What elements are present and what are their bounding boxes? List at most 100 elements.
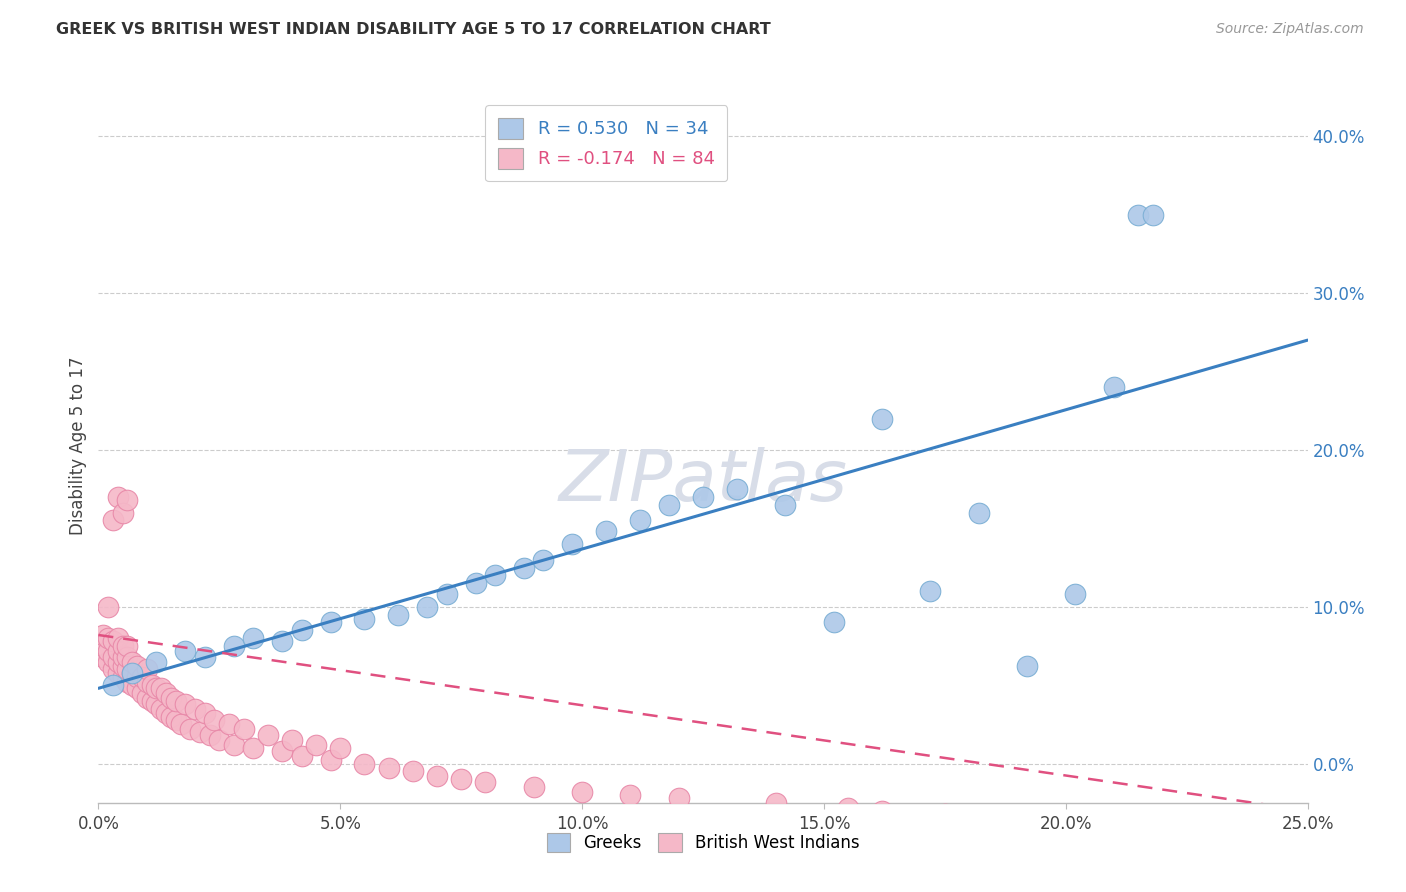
Point <box>135 675 157 690</box>
Point <box>450 772 472 787</box>
Text: Source: ZipAtlas.com: Source: ZipAtlas.com <box>1216 22 1364 37</box>
Point <box>145 681 167 696</box>
Point <box>222 738 245 752</box>
Point <box>145 697 167 711</box>
Y-axis label: Disability Age 5 to 17: Disability Age 5 to 17 <box>69 357 87 535</box>
Point <box>101 678 124 692</box>
Point <box>668 791 690 805</box>
Point <box>198 728 221 742</box>
Point <box>436 587 458 601</box>
Point <box>619 788 641 802</box>
Point <box>184 702 207 716</box>
Point <box>101 514 124 528</box>
Point <box>1064 587 1087 601</box>
Point <box>101 649 124 664</box>
Point <box>281 733 304 747</box>
Point <box>464 576 486 591</box>
Point <box>121 678 143 692</box>
Point <box>571 785 593 799</box>
Point <box>232 722 254 736</box>
Point <box>387 607 409 622</box>
Point <box>111 659 134 673</box>
Point <box>145 655 167 669</box>
Point <box>111 649 134 664</box>
Point <box>242 740 264 755</box>
Point <box>353 756 375 771</box>
Point <box>218 717 240 731</box>
Point <box>160 709 183 723</box>
Point <box>121 665 143 680</box>
Point <box>967 506 990 520</box>
Point <box>561 537 583 551</box>
Point <box>426 769 449 783</box>
Point <box>127 681 149 696</box>
Point <box>91 649 114 664</box>
Point <box>319 754 342 768</box>
Point <box>97 643 120 657</box>
Point <box>837 800 859 814</box>
Point <box>271 634 294 648</box>
Point <box>97 655 120 669</box>
Point <box>107 631 129 645</box>
Point <box>91 628 114 642</box>
Point <box>165 713 187 727</box>
Point <box>242 631 264 645</box>
Point <box>174 643 197 657</box>
Point <box>920 584 942 599</box>
Point <box>131 686 153 700</box>
Point <box>1054 816 1077 830</box>
Point <box>150 702 173 716</box>
Point <box>111 639 134 653</box>
Text: ZIPatlas: ZIPatlas <box>558 447 848 516</box>
Point <box>141 678 163 692</box>
Point <box>97 631 120 645</box>
Point <box>174 697 197 711</box>
Point <box>111 670 134 684</box>
Point <box>97 599 120 614</box>
Point <box>377 761 399 775</box>
Point <box>531 552 554 566</box>
Point <box>101 663 124 677</box>
Point <box>765 796 787 810</box>
Point <box>121 665 143 680</box>
Point <box>135 663 157 677</box>
Point <box>628 514 651 528</box>
Point <box>1128 208 1150 222</box>
Point <box>117 663 139 677</box>
Point <box>305 738 328 752</box>
Point <box>107 655 129 669</box>
Point <box>107 490 129 504</box>
Point <box>692 490 714 504</box>
Point <box>150 681 173 696</box>
Point <box>870 411 893 425</box>
Point <box>934 806 956 821</box>
Point <box>484 568 506 582</box>
Point <box>155 686 177 700</box>
Point <box>169 717 191 731</box>
Point <box>271 744 294 758</box>
Point <box>165 694 187 708</box>
Point <box>204 713 226 727</box>
Point <box>117 649 139 664</box>
Point <box>1142 208 1164 222</box>
Point <box>194 649 217 664</box>
Point <box>319 615 342 630</box>
Point <box>1015 659 1038 673</box>
Point <box>222 639 245 653</box>
Point <box>141 694 163 708</box>
Point <box>658 498 681 512</box>
Point <box>870 804 893 818</box>
Point <box>416 599 439 614</box>
Point <box>117 493 139 508</box>
Point <box>329 740 352 755</box>
Point <box>402 764 425 779</box>
Point <box>290 624 312 638</box>
Point <box>997 812 1019 826</box>
Point <box>117 675 139 690</box>
Point <box>595 524 617 539</box>
Point <box>773 498 796 512</box>
Point <box>188 725 211 739</box>
Point <box>107 643 129 657</box>
Point <box>91 639 114 653</box>
Point <box>474 775 496 789</box>
